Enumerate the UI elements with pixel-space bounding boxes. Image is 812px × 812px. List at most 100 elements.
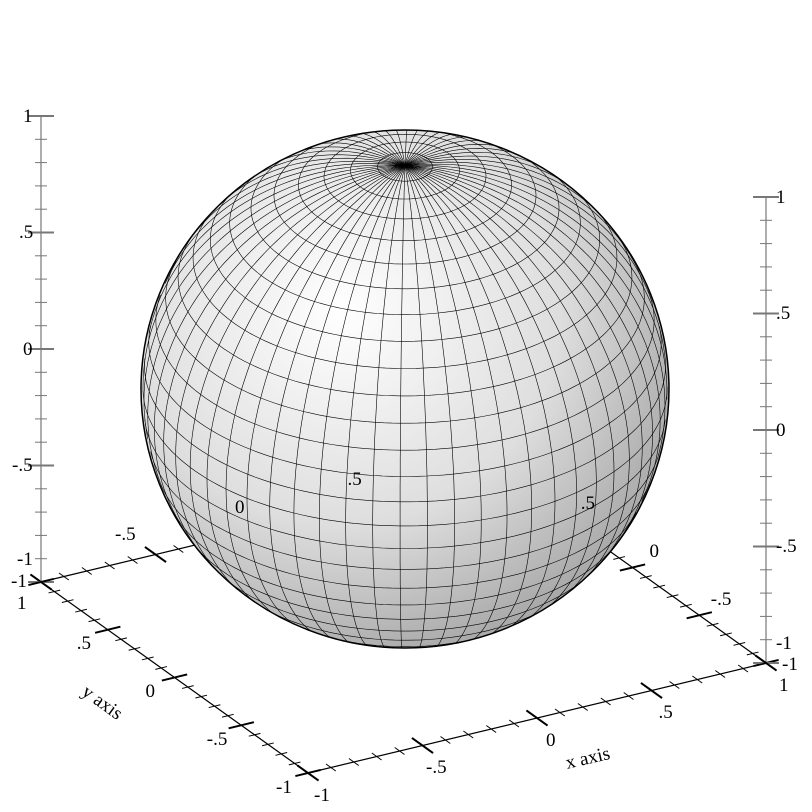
mesh-line (404, 165, 668, 400)
z-axis-right-tick-label: -1 (776, 632, 792, 654)
minor-tick (440, 736, 451, 744)
z-axis-left-tick-label: 0 (23, 338, 33, 360)
z-axis-right-tick-label: 0 (776, 419, 786, 441)
mesh-line (318, 165, 406, 648)
y-axis-front-tick-label: .5 (76, 633, 91, 655)
minor-tick (653, 584, 666, 589)
mesh-line (143, 165, 406, 440)
mesh-line (377, 152, 433, 182)
z-axis-right (753, 196, 779, 664)
minor-tick (48, 589, 61, 594)
y-axis-back-tick-label: .5 (580, 493, 595, 515)
y-axis-back-end-label: -1 (782, 653, 798, 675)
mesh-line (404, 165, 533, 642)
mesh-line (241, 593, 569, 641)
x-axis-back-end-label: -1 (11, 570, 27, 592)
y-axis-back-tick-label: -.5 (710, 588, 732, 610)
minor-tick (115, 637, 128, 642)
mesh-line (189, 165, 406, 601)
mesh-line (404, 163, 653, 303)
major-tick (144, 546, 167, 563)
mesh-line (404, 165, 615, 608)
sphere-mesh (142, 130, 668, 648)
mesh-line (404, 165, 577, 629)
minor-tick (463, 730, 474, 739)
mesh-line (404, 155, 586, 200)
mesh-line (404, 165, 643, 568)
mesh-line (153, 165, 406, 523)
x-axis-front (296, 654, 778, 782)
y-axis-front (28, 577, 321, 778)
minor-tick (706, 622, 719, 627)
mesh-line (175, 165, 406, 579)
mesh-line (404, 130, 423, 166)
minor-tick (104, 561, 115, 570)
mesh-line (148, 325, 662, 477)
sphere-fill (140, 129, 670, 649)
mesh-line (212, 566, 598, 632)
mesh-line (246, 165, 406, 633)
major-tick (754, 654, 778, 672)
mesh-line (163, 165, 406, 559)
mesh-line (225, 165, 406, 625)
minor-tick (733, 642, 746, 646)
mesh-line (142, 386, 668, 527)
y-axis-front-tick-label: 0 (145, 681, 156, 702)
mesh-line (273, 130, 537, 265)
minor-tick (221, 713, 234, 718)
mesh-line (293, 165, 406, 644)
y-axis-back-tick-label: 0 (649, 541, 660, 562)
minor-tick (600, 697, 611, 706)
y-axis-front-tick-label: -1 (276, 776, 292, 798)
minor-tick (613, 556, 626, 560)
minor-tick (275, 752, 288, 756)
minor-tick (746, 651, 759, 656)
mesh-line (165, 261, 645, 424)
mesh-line (144, 419, 666, 549)
mesh-line (399, 165, 406, 648)
mesh-line (142, 165, 406, 387)
x-axis-back-tick-label: 0 (235, 496, 245, 518)
front-axes (28, 577, 778, 782)
mesh-line (404, 165, 508, 645)
z-axis-left-tick-label: -1 (17, 548, 33, 570)
major-tick (28, 577, 54, 587)
minor-tick (394, 747, 405, 755)
mesh-line (164, 163, 406, 284)
mesh-line (404, 130, 437, 166)
minor-tick (181, 685, 194, 689)
minor-tick (195, 694, 208, 699)
minor-tick (155, 666, 168, 670)
mesh-line (186, 160, 406, 245)
minor-tick (486, 725, 497, 733)
mesh-line (404, 130, 408, 166)
minor-tick (679, 603, 692, 608)
minor-tick (669, 681, 680, 689)
mesh-line (404, 165, 428, 648)
mesh-line (404, 165, 661, 502)
x-axis-front-tick-label: -1 (314, 784, 330, 806)
mesh-line (148, 164, 406, 334)
mesh-line (404, 165, 482, 648)
mesh-line (372, 165, 406, 648)
minor-tick (128, 646, 141, 651)
mesh-line (150, 451, 660, 570)
minor-tick (623, 692, 634, 700)
x-axis-front-tick-label: -.5 (426, 757, 447, 778)
minor-tick (261, 742, 274, 747)
sphere-surface (140, 129, 670, 649)
major-tick (619, 563, 646, 572)
major-tick (94, 625, 121, 634)
mesh-line (144, 353, 666, 503)
x-axis-back-tick-label: -.5 (115, 524, 136, 545)
major-tick (640, 682, 663, 699)
mesh-line (404, 165, 666, 453)
minor-tick (88, 618, 101, 623)
mesh-line (378, 130, 406, 166)
minor-tick (715, 670, 726, 678)
mesh-line (192, 539, 620, 620)
minor-tick (173, 545, 184, 553)
z-axis-left (28, 115, 54, 583)
